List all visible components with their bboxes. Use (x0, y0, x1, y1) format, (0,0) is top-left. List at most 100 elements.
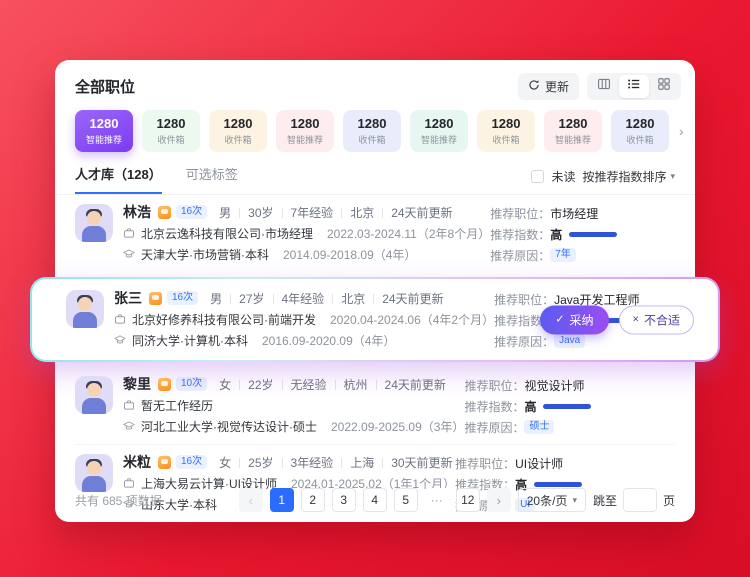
candidate-name: 黎里 (123, 376, 151, 392)
candidate-name: 张三 (114, 290, 142, 306)
chat-badge-icon (158, 377, 171, 391)
accept-button[interactable]: ✓ 采纳 (540, 305, 609, 334)
view-grid-toggle[interactable] (649, 75, 679, 98)
page-size-select[interactable]: 20条/页 ▾ (517, 488, 586, 512)
chat-badge-icon (158, 205, 171, 219)
stat-card-smart-recommend[interactable]: 1280 智能推荐 (276, 110, 334, 152)
tab-optional-labels[interactable]: 可选标签 (185, 167, 238, 182)
view-kanban-toggle[interactable] (589, 75, 619, 98)
stat-count: 1280 (558, 116, 588, 131)
rec-index-label: 推荐指数： (490, 227, 551, 242)
page-button-5[interactable]: 5 (393, 488, 418, 512)
pagination-bar: 共有 685 项数据 ‹ 1 2 3 4 5 ··· 12 › 20条/页 ▾ … (55, 478, 695, 522)
sort-label: 按推荐指数排序 (582, 170, 667, 184)
edu-period: 2014.09-2018.09（4年） (283, 247, 417, 262)
tabs: 人才库（128） 可选标签 (75, 164, 238, 194)
work-history: 上海大易云计算·UI设计师 (141, 476, 277, 491)
stat-count: 1280 (290, 116, 320, 131)
avatar (75, 376, 113, 414)
stat-card-inbox[interactable]: 1280 收件箱 (343, 110, 401, 152)
page-size-label: 20条/页 (526, 493, 568, 508)
meta-experience: 无经验 (274, 376, 327, 393)
briefcase-icon (123, 227, 135, 239)
page-button-12[interactable]: 12 (455, 488, 480, 512)
stat-card-smart-recommend[interactable]: 1280 智能推荐 (75, 110, 133, 152)
close-icon: × (632, 313, 639, 325)
jump-prefix-label: 跳至 (592, 493, 617, 508)
rec-reason-tag: 7年 (550, 248, 576, 262)
candidate-info: 黎里 10次 女 22岁 无经验 杭州 24天前更新 暂无工作经历 (123, 376, 464, 435)
refresh-button[interactable]: 更新 (517, 73, 579, 100)
work-period: 2022.03-2024.11（2年8个月） (327, 226, 491, 241)
stat-card-inbox[interactable]: 1280 收件箱 (477, 110, 535, 152)
chat-count-tag: 16次 (176, 455, 208, 469)
stat-label: 智能推荐 (420, 135, 457, 145)
meta-gender: 男 (219, 205, 232, 220)
jump-page-input[interactable] (622, 488, 657, 512)
candidate-row[interactable]: 黎里 10次 女 22岁 无经验 杭州 24天前更新 暂无工作经历 (75, 367, 675, 445)
briefcase-icon (123, 399, 135, 411)
page-button-4[interactable]: 4 (362, 488, 387, 512)
sort-dropdown[interactable]: 按推荐指数排序 ▾ (582, 168, 675, 185)
candidate-row[interactable]: 林浩 16次 男 30岁 7年经验 北京 24天前更新 北京云逸科技有限公司·市… (75, 195, 675, 272)
stat-card-inbox[interactable]: 1280 收件箱 (611, 110, 669, 152)
unread-checkbox[interactable] (531, 170, 545, 183)
stat-count: 1280 (357, 116, 387, 131)
rec-position-label: 推荐职位： (455, 456, 516, 471)
stat-label: 收件箱 (224, 135, 252, 145)
candidate-row-highlighted[interactable]: 张三 16次 男 27岁 4年经验 北京 24天前更新 北京好修 (32, 279, 718, 360)
next-page-button[interactable]: › (486, 488, 511, 512)
highlighted-candidate-wrapper: 张三 16次 男 27岁 4年经验 北京 24天前更新 北京好修 (30, 277, 720, 362)
stat-label: 智能推荐 (286, 135, 323, 145)
stat-count: 1280 (491, 116, 521, 131)
page-button-1[interactable]: 1 (269, 488, 294, 512)
stat-label: 收件箱 (358, 135, 386, 145)
stat-label: 智能推荐 (554, 135, 591, 145)
tab-talent-pool[interactable]: 人才库（128） (75, 164, 162, 194)
stat-label: 收件箱 (157, 135, 185, 145)
stat-card-inbox[interactable]: 1280 收件箱 (142, 110, 200, 152)
stat-label: 收件箱 (626, 135, 654, 145)
candidate-actions: ✓ 采纳 × 不合适 (540, 305, 694, 334)
view-switch (587, 73, 681, 100)
meta-gender: 女 (219, 455, 232, 470)
page-button-3[interactable]: 3 (331, 488, 356, 512)
stat-count: 1280 (625, 116, 655, 131)
stat-card-smart-recommend[interactable]: 1280 智能推荐 (544, 110, 602, 152)
check-icon: ✓ (555, 313, 565, 325)
recommendation-info: 推荐职位： 视觉设计师 推荐指数：高 推荐原因： 硕士 (464, 376, 675, 435)
cards-scroll-right-icon[interactable]: › (679, 123, 684, 139)
candidate-meta: 女 25岁 3年经验 上海 30天前更新 (219, 454, 452, 471)
meta-age: 22岁 (231, 376, 273, 393)
rec-position-value: Java开发工程师 (554, 292, 640, 307)
reject-button[interactable]: × 不合适 (618, 305, 694, 334)
rec-index-value: 高 (550, 227, 563, 242)
candidate-meta: 男 30岁 7年经验 北京 24天前更新 (219, 204, 452, 221)
briefcase-icon (114, 313, 126, 325)
rec-position-value: UI设计师 (515, 456, 564, 471)
refresh-icon (528, 79, 540, 94)
list-icon (627, 77, 641, 96)
stat-card-inbox[interactable]: 1280 收件箱 (209, 110, 267, 152)
accept-label: 采纳 (569, 313, 594, 327)
candidate-info: 林浩 16次 男 30岁 7年经验 北京 24天前更新 北京云逸科技有限公司·市… (123, 204, 490, 263)
panel-header: 全部职位 更新 (55, 60, 695, 109)
stat-label: 收件箱 (492, 135, 520, 145)
stat-card-smart-recommend[interactable]: 1280 智能推荐 (410, 110, 468, 152)
view-list-toggle[interactable] (619, 75, 649, 98)
rec-position-value: 视觉设计师 (524, 378, 585, 393)
page-ellipsis[interactable]: ··· (424, 488, 449, 512)
page-button-2[interactable]: 2 (300, 488, 325, 512)
talent-panel: 全部职位 更新 (30, 60, 720, 522)
meta-updated: 24天前更新 (368, 376, 446, 393)
prev-page-button[interactable]: ‹ (238, 488, 263, 512)
total-count-label: 共有 685 项数据 (75, 493, 162, 508)
meta-experience: 7年经验 (274, 204, 334, 221)
meta-updated: 24天前更新 (365, 290, 443, 307)
rec-index-label: 推荐指数： (464, 399, 525, 414)
graduation-cap-icon (123, 420, 135, 432)
stat-label: 智能推荐 (85, 135, 122, 145)
work-period: 2024.01-2025.02（1年1个月） (291, 476, 456, 491)
unread-label: 未读 (551, 170, 576, 184)
recommendation-info: 推荐职位： 市场经理 推荐指数：高 推荐原因： 7年 (490, 204, 675, 263)
